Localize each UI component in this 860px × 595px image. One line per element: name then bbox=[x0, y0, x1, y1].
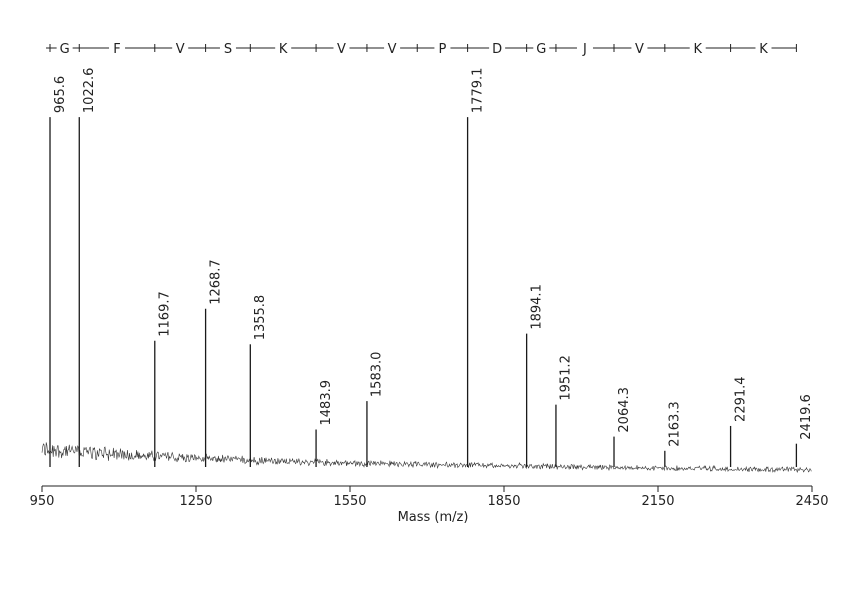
ladder-gap bbox=[755, 40, 772, 56]
x-tick-label: 1550 bbox=[333, 494, 366, 509]
peak-label: 1779.1 bbox=[470, 68, 485, 114]
residue: K bbox=[279, 42, 288, 57]
ladder-gap bbox=[689, 40, 706, 56]
peak-label: 1355.8 bbox=[253, 295, 268, 341]
residue: S bbox=[224, 42, 232, 57]
residue: G bbox=[536, 42, 546, 57]
ladder-gap bbox=[576, 40, 593, 56]
ladder-gap bbox=[172, 40, 189, 56]
x-axis-label: Mass (m/z) bbox=[398, 510, 469, 525]
ladder-gap bbox=[489, 40, 506, 56]
residue: K bbox=[693, 42, 702, 57]
peak-label: 1951.2 bbox=[559, 355, 574, 401]
peak-label: 1894.1 bbox=[529, 284, 544, 330]
ladder-gap bbox=[434, 40, 451, 56]
peak-label: 2419.6 bbox=[799, 394, 814, 440]
residue: V bbox=[388, 42, 397, 57]
peak-label: 2064.3 bbox=[617, 387, 632, 433]
x-tick-label: 1250 bbox=[179, 494, 212, 509]
peak-label: 965.6 bbox=[53, 76, 68, 113]
residue: P bbox=[439, 42, 447, 57]
peak-label: 1022.6 bbox=[82, 68, 97, 114]
x-tick-label: 950 bbox=[30, 494, 55, 509]
ladder-gap bbox=[56, 40, 73, 56]
residue: D bbox=[492, 42, 502, 57]
x-tick-label: 1850 bbox=[487, 494, 520, 509]
ladder-gap bbox=[384, 40, 401, 56]
peak-label: 1268.7 bbox=[208, 259, 223, 305]
x-tick-label: 2150 bbox=[641, 494, 674, 509]
residue: V bbox=[337, 42, 346, 57]
peak-label: 1483.9 bbox=[319, 380, 334, 426]
noise-trace bbox=[41, 442, 812, 473]
residue: V bbox=[635, 42, 644, 57]
residue: V bbox=[176, 42, 185, 57]
residue: K bbox=[759, 42, 768, 57]
peak-label: 2291.4 bbox=[733, 376, 748, 422]
ladder-gap bbox=[275, 40, 292, 56]
peak-label: 1583.0 bbox=[370, 352, 385, 398]
residue: F bbox=[113, 42, 120, 57]
ladder-gap bbox=[631, 40, 648, 56]
residue: J bbox=[582, 42, 587, 57]
residue: G bbox=[60, 42, 70, 57]
ladder-gap bbox=[533, 40, 550, 56]
ladder-gap bbox=[219, 40, 236, 56]
x-tick-label: 2450 bbox=[795, 494, 828, 509]
ladder-gap bbox=[333, 40, 350, 56]
peak-label: 2163.3 bbox=[668, 401, 683, 447]
ladder-gap bbox=[109, 40, 126, 56]
peak-label: 1169.7 bbox=[158, 291, 173, 337]
